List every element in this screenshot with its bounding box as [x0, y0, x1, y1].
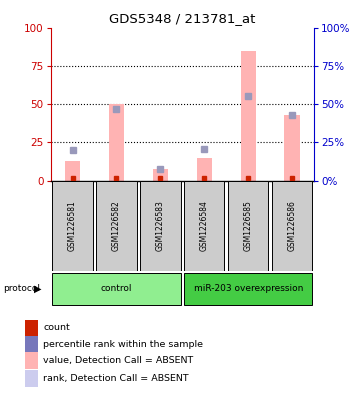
Bar [284, 115, 300, 181]
Text: GSM1226582: GSM1226582 [112, 200, 121, 252]
Text: rank, Detection Call = ABSENT: rank, Detection Call = ABSENT [43, 374, 189, 383]
Bar [52, 181, 93, 271]
Bar [240, 50, 256, 181]
Text: GSM1226585: GSM1226585 [244, 200, 253, 252]
Title: GDS5348 / 213781_at: GDS5348 / 213781_at [109, 12, 256, 25]
Text: value, Detection Call = ABSENT: value, Detection Call = ABSENT [43, 356, 193, 365]
Bar [228, 181, 268, 271]
Text: control: control [101, 285, 132, 293]
Bar [140, 181, 180, 271]
Text: GSM1226583: GSM1226583 [156, 200, 165, 252]
Bar [96, 181, 136, 271]
Bar [184, 181, 225, 271]
Bar [25, 353, 38, 369]
Bar [25, 336, 38, 353]
Bar [184, 273, 312, 305]
Text: count: count [43, 323, 70, 332]
Text: percentile rank within the sample: percentile rank within the sample [43, 340, 203, 349]
Bar [109, 104, 124, 181]
Bar [197, 158, 212, 181]
Bar [272, 181, 312, 271]
Text: protocol: protocol [4, 285, 40, 293]
Text: GSM1226581: GSM1226581 [68, 200, 77, 252]
Text: GSM1226586: GSM1226586 [288, 200, 297, 252]
Text: ▶: ▶ [34, 284, 42, 294]
Text: GSM1226584: GSM1226584 [200, 200, 209, 252]
Bar [25, 370, 38, 387]
Bar [52, 273, 180, 305]
Bar [25, 320, 38, 336]
Text: miR-203 overexpression: miR-203 overexpression [193, 285, 303, 293]
Bar [153, 169, 168, 181]
Bar [65, 161, 80, 181]
